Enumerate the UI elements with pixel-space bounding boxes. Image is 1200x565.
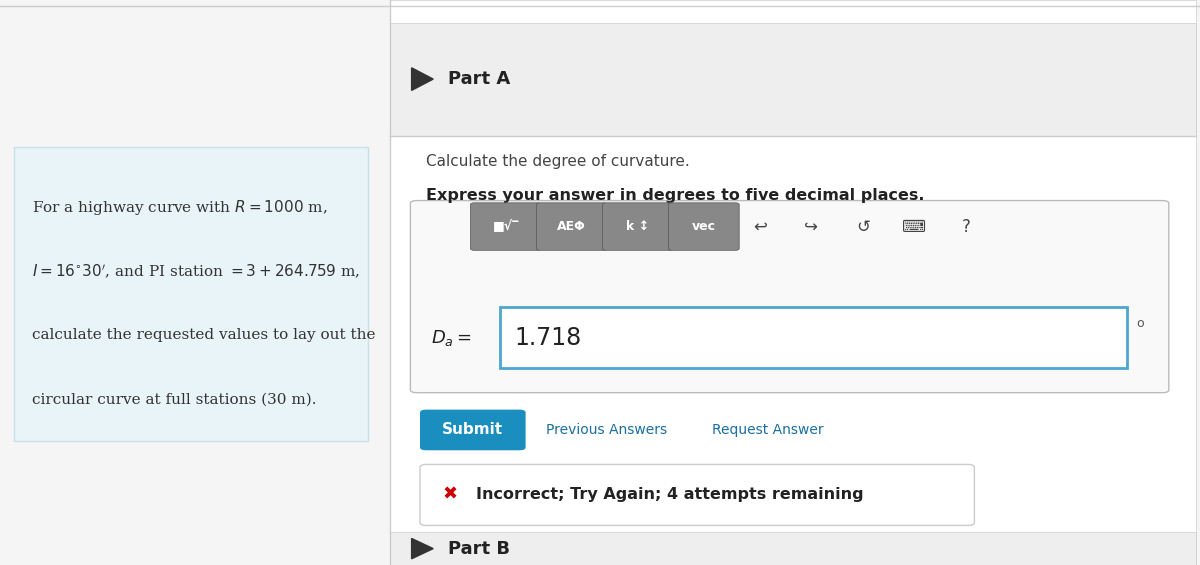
- FancyBboxPatch shape: [390, 0, 1196, 565]
- FancyBboxPatch shape: [390, 23, 1196, 136]
- Text: ↪: ↪: [804, 218, 818, 236]
- FancyBboxPatch shape: [390, 532, 1196, 565]
- Text: For a highway curve with $R = 1000$ m,: For a highway curve with $R = 1000$ m,: [32, 198, 328, 217]
- FancyBboxPatch shape: [470, 203, 541, 250]
- Text: Request Answer: Request Answer: [712, 423, 823, 437]
- Text: Calculate the degree of curvature.: Calculate the degree of curvature.: [426, 154, 690, 169]
- Text: Part A: Part A: [448, 70, 510, 88]
- FancyBboxPatch shape: [536, 203, 607, 250]
- Text: ✖: ✖: [443, 486, 457, 504]
- Text: ↺: ↺: [856, 218, 870, 236]
- Text: o: o: [1136, 317, 1144, 331]
- Text: Incorrect; Try Again; 4 attempts remaining: Incorrect; Try Again; 4 attempts remaini…: [476, 488, 864, 502]
- FancyBboxPatch shape: [668, 203, 739, 250]
- Text: Previous Answers: Previous Answers: [546, 423, 667, 437]
- Text: 1.718: 1.718: [515, 326, 582, 350]
- Text: Part B: Part B: [448, 540, 510, 558]
- Text: k ↕: k ↕: [626, 220, 649, 233]
- Text: $D_a =$: $D_a =$: [431, 328, 472, 348]
- FancyBboxPatch shape: [420, 410, 526, 450]
- Text: ?: ?: [961, 218, 971, 236]
- FancyBboxPatch shape: [14, 147, 368, 441]
- Text: Express your answer in degrees to five decimal places.: Express your answer in degrees to five d…: [426, 188, 924, 203]
- Text: Submit: Submit: [443, 423, 503, 437]
- Text: calculate the requested values to lay out the: calculate the requested values to lay ou…: [32, 328, 376, 342]
- Polygon shape: [412, 538, 433, 559]
- FancyBboxPatch shape: [602, 203, 673, 250]
- FancyBboxPatch shape: [410, 201, 1169, 393]
- FancyBboxPatch shape: [500, 307, 1127, 368]
- Polygon shape: [412, 68, 433, 90]
- Text: AEΦ: AEΦ: [558, 220, 586, 233]
- Text: ⌨: ⌨: [902, 218, 926, 236]
- Text: circular curve at full stations (30 m).: circular curve at full stations (30 m).: [32, 393, 317, 407]
- FancyBboxPatch shape: [420, 464, 974, 525]
- Text: $I = 16^{\circ}30'$, and PI station $= 3 + 264.759$ m,: $I = 16^{\circ}30'$, and PI station $= 3…: [32, 263, 360, 281]
- Text: ↩: ↩: [752, 218, 767, 236]
- Text: vec: vec: [692, 220, 716, 233]
- Text: ■√‾: ■√‾: [493, 220, 518, 233]
